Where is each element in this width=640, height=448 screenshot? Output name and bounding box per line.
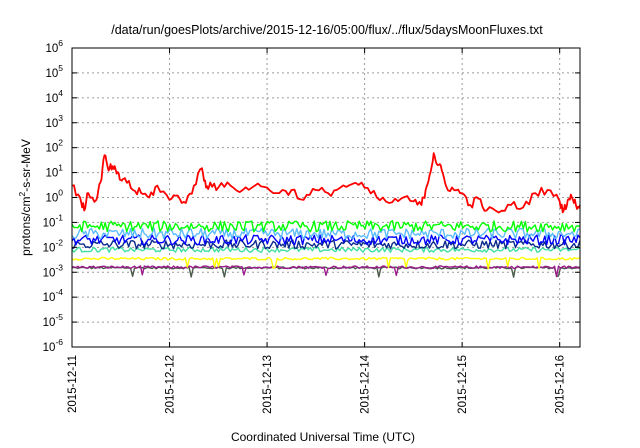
series-line [71, 246, 581, 253]
y-tick-exp: -2 [55, 237, 63, 247]
x-tick-label: 2015-12-12 [165, 355, 177, 414]
y-tick-base: 10 [45, 168, 58, 180]
y-tick-label: 10-4 [43, 287, 64, 304]
x-tick-label: 2015-12-11 [67, 355, 79, 413]
y-tick-label: 101 [45, 163, 63, 180]
y-tick-label: 10-5 [43, 312, 64, 329]
series-line [71, 220, 581, 233]
y-tick-label: 10-6 [43, 337, 64, 354]
y-tick-base: 10 [43, 342, 56, 354]
y-tick-base: 10 [43, 217, 56, 229]
y-tick-exp: 4 [58, 88, 63, 98]
x-axis: 2015-12-11 2015-12-12 2015-12-13 2015-12-14… [67, 48, 567, 414]
y-tick-exp: 6 [58, 38, 63, 48]
y-tick-base: 10 [45, 43, 58, 55]
y-tick-exp: 5 [58, 63, 63, 73]
x-tick-label: 2015-12-13 [262, 355, 274, 414]
y-tick-label: 10-1 [43, 212, 64, 229]
y-tick-label: 10-3 [43, 262, 64, 279]
y-tick-exp: -3 [55, 262, 63, 272]
y-tick-exp: -5 [55, 312, 63, 322]
y-tick-exp: 0 [58, 188, 63, 198]
y-tick-base: 10 [45, 193, 58, 205]
y-tick-exp: 3 [58, 113, 63, 123]
y-axis-label-post: -s-sr-MeV [19, 139, 33, 192]
series-line [71, 234, 581, 246]
series-line [71, 265, 581, 278]
y-tick-label: 103 [45, 113, 63, 130]
series-group [71, 152, 581, 278]
y-tick-label: 100 [45, 188, 63, 205]
y-axis-label-sup: 2 [17, 192, 27, 197]
y-tick-exp: 2 [58, 138, 63, 148]
series-line [71, 152, 581, 214]
y-tick-base: 10 [43, 267, 56, 279]
y-tick-exp: 1 [58, 163, 63, 173]
y-tick-label: 10-2 [43, 237, 64, 254]
y-tick-exp: -4 [55, 287, 63, 297]
y-tick-exp: -1 [55, 212, 63, 222]
x-tick-label: 2015-12-16 [555, 355, 567, 414]
y-tick-base: 10 [43, 317, 56, 329]
y-axis-label: protons/cm2-s-sr-MeV [17, 139, 33, 256]
series-line [71, 256, 581, 270]
y-tick-base: 10 [45, 143, 58, 155]
y-tick-base: 10 [45, 93, 58, 105]
y-tick-base: 10 [45, 68, 58, 80]
x-tick-label: 2015-12-15 [457, 355, 469, 414]
y-axis: 10-610-510-410-310-210-11001011021031041… [43, 38, 580, 354]
y-axis-label-pre: protons/cm [19, 197, 33, 256]
y-tick-label: 104 [45, 88, 63, 105]
x-tick-label: 2015-12-14 [360, 354, 372, 413]
y-tick-base: 10 [43, 292, 56, 304]
y-tick-base: 10 [43, 242, 56, 254]
y-tick-exp: -6 [55, 337, 63, 347]
y-tick-label: 105 [45, 63, 63, 80]
y-tick-base: 10 [45, 118, 58, 130]
y-tick-label: 102 [45, 138, 63, 155]
y-tick-label: 106 [45, 38, 63, 55]
x-axis-label: Coordinated Universal Time (UTC) [231, 430, 415, 444]
series-line [72, 266, 581, 278]
chart-title: /data/run/goesPlots/archive/2015-12-16/0… [111, 23, 543, 37]
